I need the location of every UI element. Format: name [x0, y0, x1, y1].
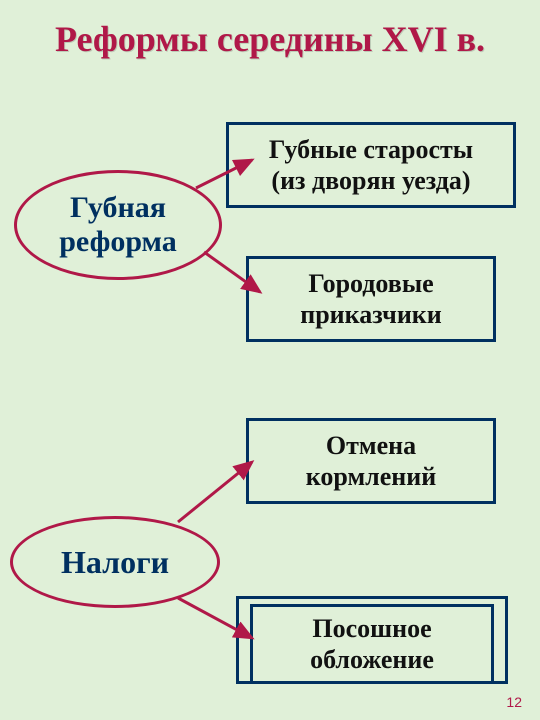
rect-label: Отменакормлений — [306, 430, 436, 492]
rect-otmena-kormlenii: Отменакормлений — [246, 418, 496, 504]
ellipse-nalogi: Налоги — [10, 516, 220, 608]
page-number: 12 — [506, 694, 522, 710]
rect-pososhnoe-oblozhenie: Посошноеобложение — [250, 604, 494, 684]
rect-gorodovye-prikazchiki: Городовыеприказчики — [246, 256, 496, 342]
rect-gubnye-starosty: Губные старосты(из дворян уезда) — [226, 122, 516, 208]
slide-title: Реформы середины XVI в. — [0, 18, 540, 60]
rect-label: Городовыеприказчики — [300, 268, 442, 330]
ellipse-label: Губнаяреформа — [59, 191, 177, 259]
rect-label: Посошноеобложение — [310, 613, 434, 675]
ellipse-label: Налоги — [61, 544, 169, 581]
rect-label: Губные старосты(из дворян уезда) — [269, 134, 473, 196]
ellipse-gubnaya-reforma: Губнаяреформа — [14, 170, 222, 280]
